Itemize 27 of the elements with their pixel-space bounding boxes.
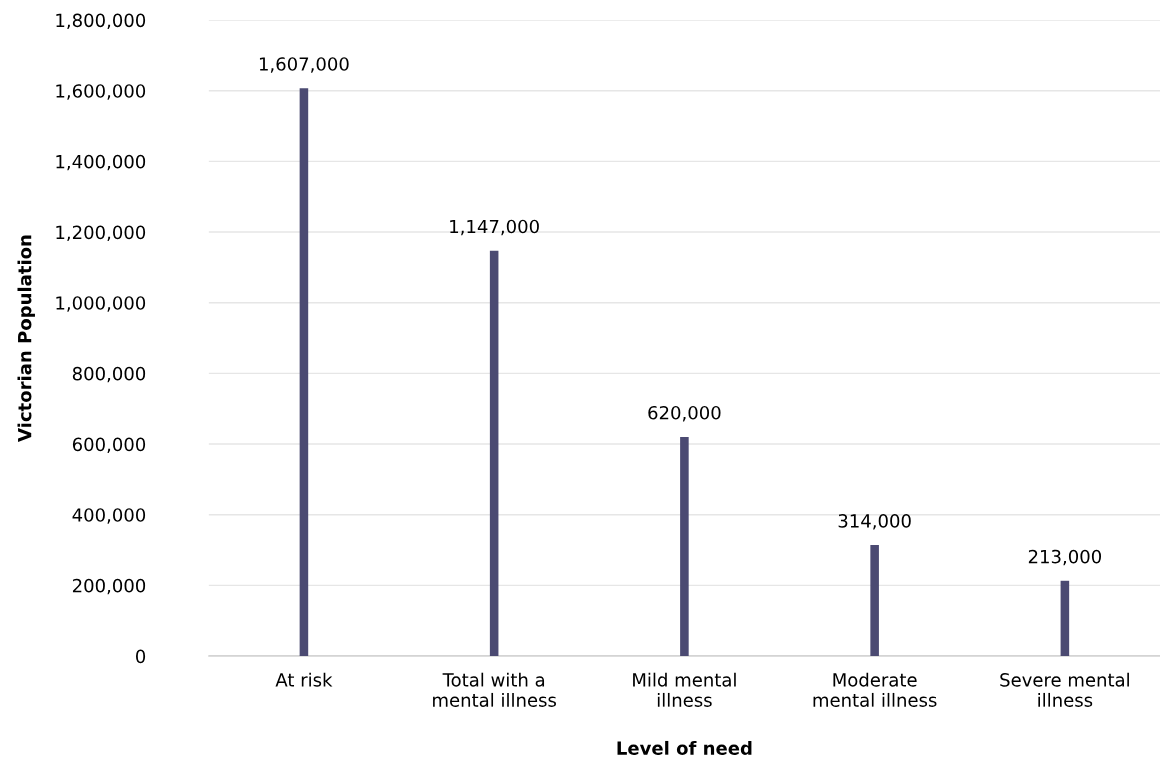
- y-tick-label: 1,400,000: [56, 154, 146, 171]
- bar: [870, 545, 879, 657]
- y-tick-label: 600,000: [72, 437, 146, 453]
- data-label: 1,607,000: [259, 57, 349, 73]
- y-tick-label: 1,200,000: [56, 225, 146, 241]
- y-axis-title: Victorian Population: [17, 235, 35, 442]
- x-tick-label: Total with a mental illness: [433, 672, 557, 707]
- x-tick-label: Mild mental illness: [633, 672, 736, 707]
- bar: [1060, 580, 1070, 657]
- y-tick-label: 0: [136, 649, 146, 664]
- y-tick-label: 1,000,000: [56, 296, 146, 312]
- bar: [680, 436, 689, 657]
- x-tick-label: At risk: [275, 672, 333, 687]
- y-tick-label: 1,800,000: [56, 13, 146, 29]
- bar: [489, 250, 499, 657]
- bar: [299, 88, 309, 657]
- x-tick-label: Moderate mental illness: [813, 672, 937, 707]
- x-axis-title: Level of need: [617, 740, 752, 755]
- data-label: 1,147,000: [450, 219, 539, 236]
- data-label: 620,000: [648, 405, 721, 422]
- data-label: 213,000: [1028, 549, 1102, 566]
- data-label: 314,000: [838, 514, 911, 530]
- y-tick-label: 800,000: [72, 366, 146, 383]
- y-tick-label: 1,600,000: [56, 84, 146, 100]
- y-tick-label: 200,000: [72, 578, 146, 595]
- y-tick-label: 400,000: [72, 508, 146, 524]
- x-tick-label: Severe mental illness: [1000, 672, 1129, 707]
